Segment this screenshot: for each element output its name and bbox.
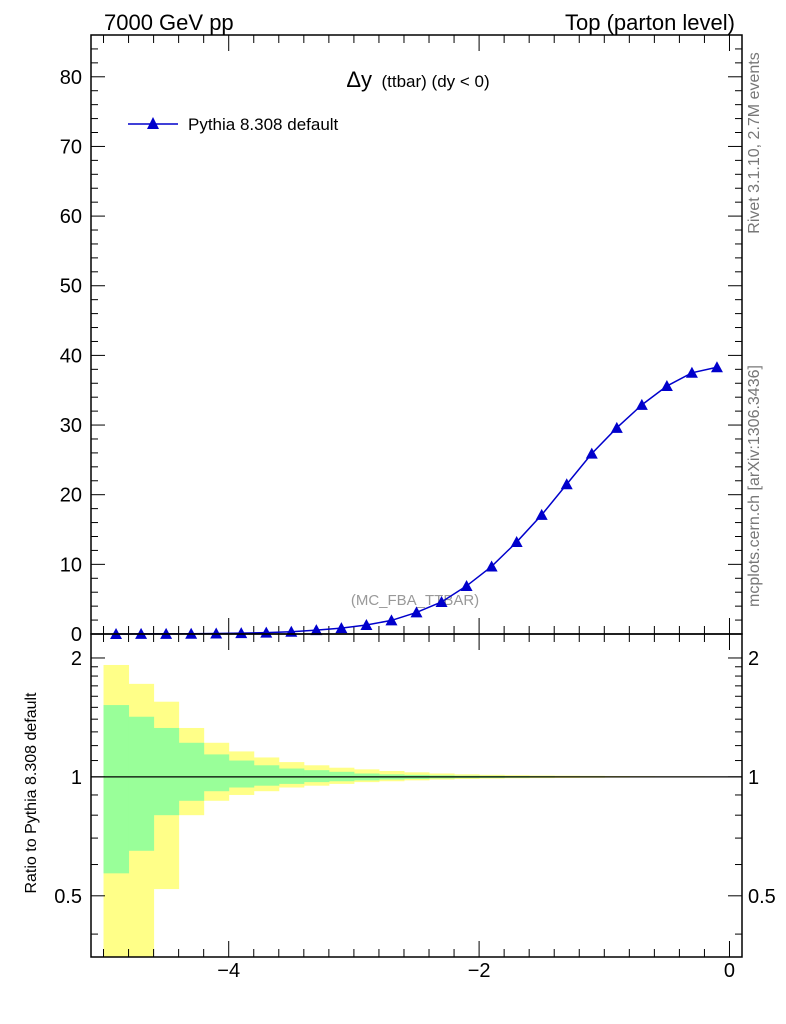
main-title: Δy (ttbar) (dy < 0) — [346, 67, 489, 92]
rivet-label: Rivet 3.1.10, 2.7M events — [746, 52, 763, 233]
ratio-ytick-label-right: 2 — [748, 648, 759, 670]
series-point — [560, 478, 573, 490]
series-point — [360, 618, 373, 630]
main-ytick-label: 30 — [60, 415, 82, 437]
ratio-ticks: 0.5 0.5 1 1 2 2 −4 −2 0 — [54, 634, 776, 982]
main-ytick-label: 80 — [60, 67, 82, 89]
ratio-ytick-label-left: 2 — [71, 648, 82, 670]
legend-label: Pythia 8.308 default — [188, 115, 339, 134]
series-point — [260, 626, 273, 638]
series-point — [485, 560, 498, 572]
series-point — [435, 595, 448, 607]
inner-band-bin — [303, 770, 330, 783]
ratio-panel: 0.5 0.5 1 1 2 2 −4 −2 0 Ratio to Pythia 8.308 de… — [23, 633, 776, 982]
main-ytick-label: 40 — [60, 345, 82, 367]
series-point — [185, 627, 198, 639]
ratio-xtick-label: −4 — [217, 960, 240, 982]
ratio-frame — [90, 633, 743, 958]
header-right: Top (parton level) — [565, 10, 735, 35]
series-point — [585, 447, 598, 459]
ratio-ytick-label-right: 1 — [748, 767, 759, 789]
series-point — [685, 366, 698, 378]
ratio-bands — [91, 664, 742, 957]
ratio-xtick-label: 0 — [724, 960, 735, 982]
ratio-ytick-label-left: 0.5 — [54, 886, 82, 908]
series-point — [385, 614, 398, 626]
series-point — [460, 579, 473, 591]
legend: Pythia 8.308 default — [128, 115, 339, 134]
main-ytick-label: 10 — [60, 554, 82, 576]
main-title-main: Δy — [346, 67, 372, 92]
main-ytick-label: 0 — [71, 624, 82, 646]
legend-marker — [147, 117, 159, 129]
inner-band-bin — [278, 768, 305, 784]
series-point — [710, 361, 723, 373]
main-ticks: 0 10 20 30 40 50 60 70 80 — [60, 34, 742, 646]
series-point — [635, 398, 648, 410]
inner-band-bin — [203, 754, 230, 792]
main-ytick-label: 50 — [60, 276, 82, 298]
header-left: 7000 GeV pp — [104, 10, 234, 35]
main-ytick-label: 20 — [60, 485, 82, 507]
main-ytick-label: 60 — [60, 206, 82, 228]
inner-band-bin — [153, 727, 180, 816]
series-point — [210, 627, 223, 639]
series-point — [335, 622, 348, 634]
ratio-ylabel: Ratio to Pythia 8.308 default — [23, 692, 40, 894]
ratio-xtick-label: −2 — [468, 960, 491, 982]
main-title-sub: (ttbar) (dy < 0) — [381, 72, 489, 91]
inner-band-bin — [228, 760, 255, 788]
series-point — [410, 606, 423, 618]
series-point — [660, 380, 673, 392]
series-point — [235, 627, 248, 639]
mcplots-label: mcplots.cern.ch [arXiv:1306.3436] — [746, 365, 763, 607]
ratio-ytick-label-right: 0.5 — [748, 886, 776, 908]
series-point — [510, 536, 523, 548]
ratio-ytick-label-left: 1 — [71, 767, 82, 789]
inner-band-bin — [103, 705, 130, 874]
series-point — [535, 508, 548, 520]
inner-band-bin — [178, 742, 205, 801]
inner-band-bin — [253, 765, 280, 786]
inner-band-bin — [128, 716, 155, 851]
watermark: (MC_FBA_TTBAR) — [351, 592, 479, 609]
series-point — [610, 421, 623, 433]
main-panel: Δy (ttbar) (dy < 0) (MC_FBA_TTBAR) 0 10 20… — [60, 34, 743, 646]
series-point — [310, 624, 323, 636]
main-ytick-label: 70 — [60, 136, 82, 158]
